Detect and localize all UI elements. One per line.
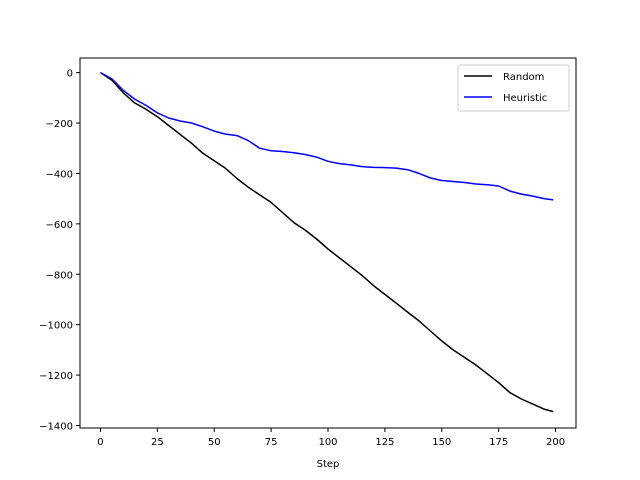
x-tick-label: 25 xyxy=(151,437,164,448)
y-tick-label: −800 xyxy=(46,270,73,281)
x-axis-ticks: 0 25 50 75 100 125 150 175 200 xyxy=(97,428,565,448)
y-tick-label: −1400 xyxy=(39,421,73,432)
x-tick-label: 50 xyxy=(208,437,221,448)
legend-label-random: Random xyxy=(503,72,544,83)
x-tick-label: 200 xyxy=(546,437,565,448)
x-axis-label: Step xyxy=(317,459,340,470)
y-tick-label: −1200 xyxy=(39,371,73,382)
y-tick-label: 0 xyxy=(67,69,73,80)
y-tick-label: −200 xyxy=(46,119,73,130)
x-tick-label: 100 xyxy=(318,437,337,448)
x-tick-label: 0 xyxy=(97,437,103,448)
x-tick-label: 175 xyxy=(489,437,508,448)
series-line-heuristic xyxy=(100,71,554,201)
legend-label-heuristic: Heuristic xyxy=(503,93,547,104)
y-tick-label: −400 xyxy=(46,169,73,180)
series-line-random xyxy=(100,71,554,413)
x-tick-label: 150 xyxy=(432,437,451,448)
plot-frame xyxy=(79,57,577,429)
y-tick-label: −1000 xyxy=(39,321,73,332)
legend: Random Heuristic xyxy=(457,64,570,112)
x-tick-label: 125 xyxy=(375,437,394,448)
x-tick-label: 75 xyxy=(265,437,278,448)
y-tick-label: −600 xyxy=(46,220,73,231)
y-axis-ticks: 0 −200 −400 −600 −800 −1000 −1200 −1400 xyxy=(39,69,80,432)
plot-lines xyxy=(100,71,554,413)
